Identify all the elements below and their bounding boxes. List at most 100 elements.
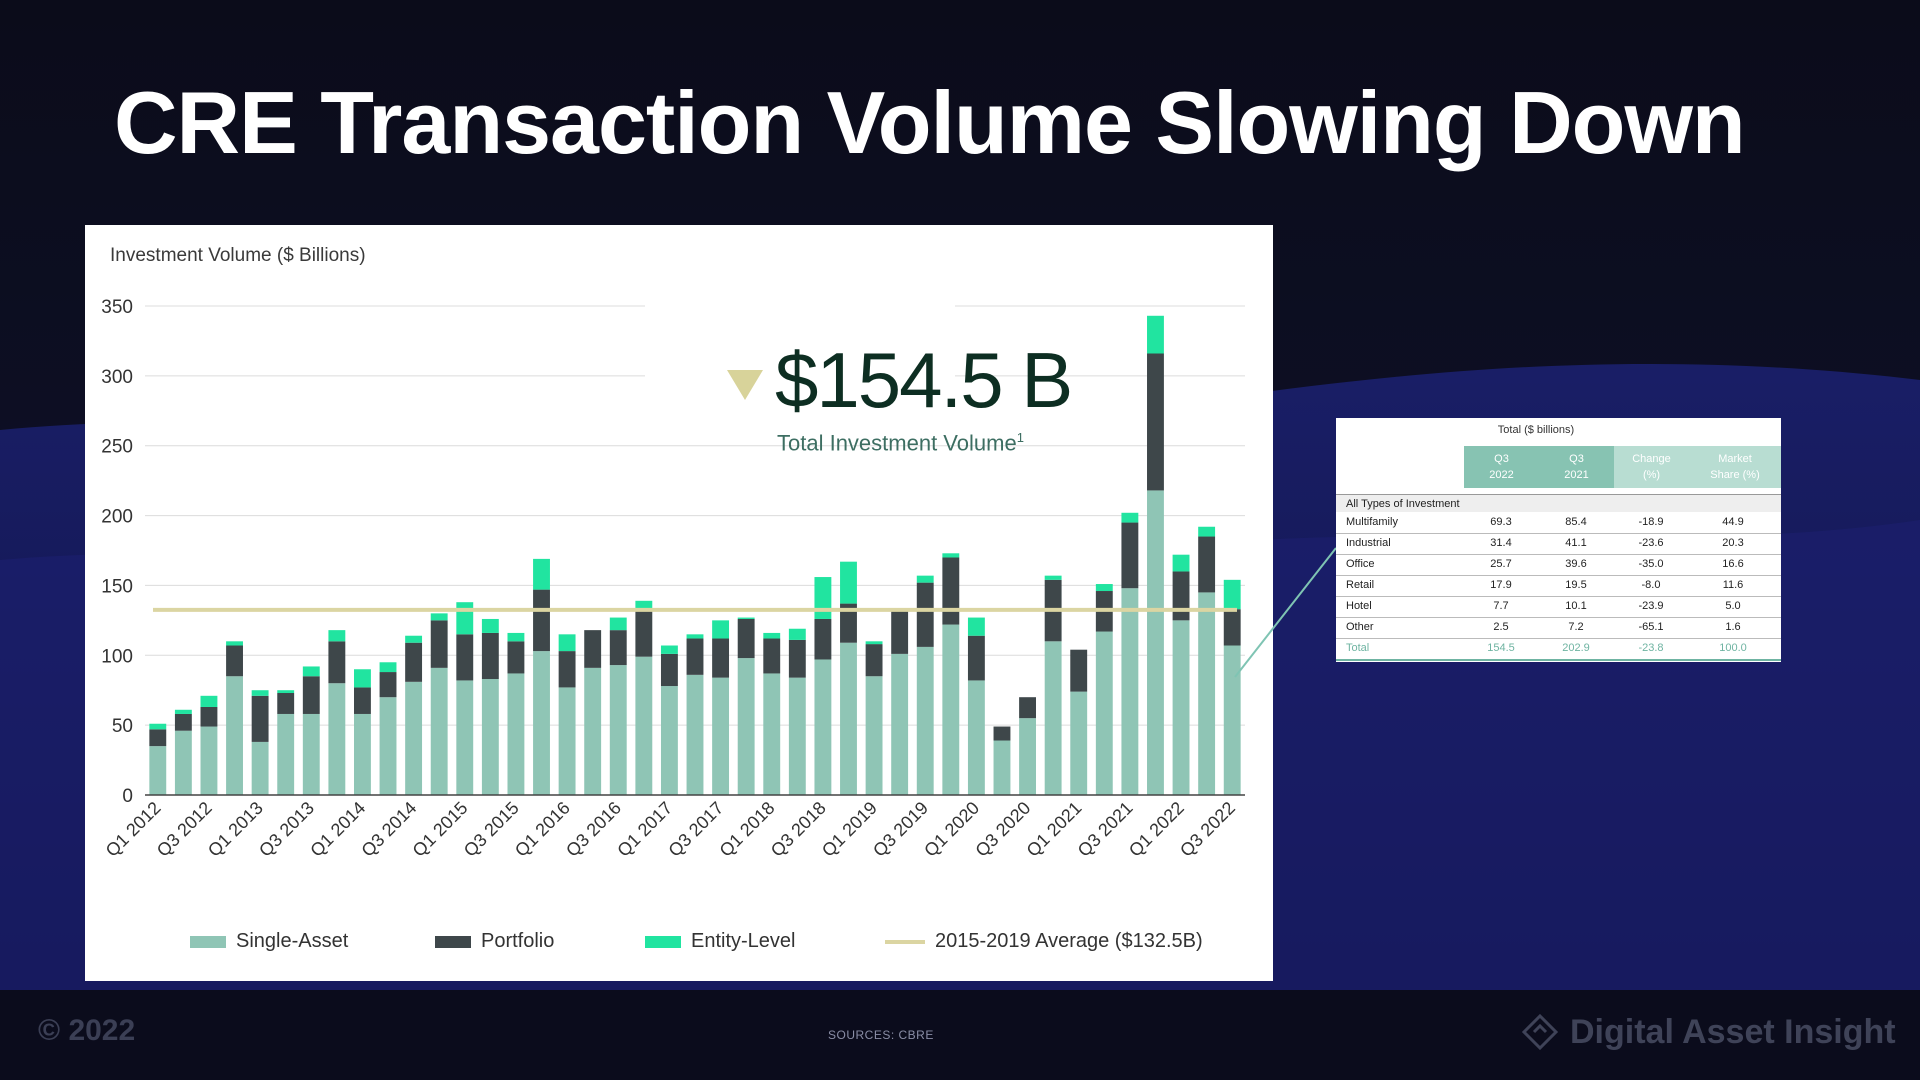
row-q3-2022: 2.5 — [1493, 621, 1509, 633]
bar-entity-level — [302, 666, 320, 677]
bar-portfolio — [942, 557, 960, 625]
row-change: -65.1 — [1638, 621, 1664, 633]
bar-single-asset — [967, 680, 985, 795]
legend-item-entity-level: Entity-Level — [645, 930, 796, 953]
bar-single-asset — [1172, 620, 1190, 795]
bar-entity-level — [763, 632, 781, 639]
bar-portfolio — [430, 620, 448, 668]
row-label: Retail — [1346, 579, 1375, 591]
x-tick-label: Q3 2015 — [460, 798, 523, 861]
x-tick-label: Q1 2012 — [102, 798, 165, 861]
bar-single-asset — [149, 746, 167, 795]
row-q3-2021: 10.1 — [1565, 600, 1587, 612]
bar-entity-level — [226, 641, 243, 646]
table-header-line: Q3 — [1569, 453, 1584, 465]
row-label: Total — [1346, 642, 1370, 654]
x-tick-label: Q3 2014 — [357, 798, 420, 861]
bar-portfolio — [660, 653, 678, 687]
bar-entity-level — [1044, 575, 1062, 580]
brand-name: Digital Asset Insight — [1570, 1012, 1896, 1051]
bar-single-asset — [251, 741, 269, 795]
bar-portfolio — [456, 634, 474, 681]
bar-entity-level — [405, 635, 423, 643]
brand-logo-icon — [1521, 1013, 1559, 1051]
row-q3-2021: 7.2 — [1568, 621, 1584, 633]
row-share: 100.0 — [1719, 642, 1747, 654]
bar-portfolio — [1147, 353, 1164, 491]
bar-portfolio — [763, 638, 781, 674]
table-row-total: Total 154.5 202.9 -23.8 100.0 — [1336, 638, 1781, 661]
bar-entity-level — [788, 628, 806, 640]
bar-entity-level — [1198, 526, 1216, 537]
bar-entity-level — [1172, 554, 1190, 572]
bar-portfolio — [865, 644, 883, 677]
bar-single-asset — [891, 653, 909, 795]
bar-single-asset — [609, 665, 627, 795]
legend-label-portfolio: Portfolio — [481, 930, 555, 952]
bar-single-asset — [993, 740, 1011, 795]
table-caption: Total ($ billions) — [1497, 424, 1575, 436]
x-tick-label: Q1 2013 — [204, 798, 267, 861]
row-change: -23.8 — [1638, 642, 1664, 654]
bar-portfolio — [686, 638, 704, 675]
x-tick-label: Q1 2020 — [920, 798, 983, 861]
callout-label-text: Total Investment Volume — [777, 430, 1017, 456]
y-tick-label: 50 — [112, 716, 133, 737]
bar-portfolio — [916, 582, 934, 647]
table-group-label: All Types of Investment — [1336, 494, 1781, 512]
legend-swatch-average — [885, 939, 925, 944]
bar-single-asset — [507, 673, 525, 795]
bar-portfolio — [174, 713, 192, 731]
bar-portfolio — [635, 609, 653, 657]
bar-entity-level — [558, 634, 576, 652]
x-tick-label: Q1 2022 — [1125, 798, 1188, 861]
bar-entity-level — [354, 669, 371, 688]
down-triangle-icon — [727, 370, 763, 400]
bar-portfolio — [1198, 536, 1216, 593]
row-label: Industrial — [1346, 537, 1391, 549]
bar-entity-level — [737, 617, 755, 619]
legend-swatch-single-asset — [190, 935, 226, 948]
row-label: Other — [1346, 621, 1374, 633]
row-q3-2021: 202.9 — [1562, 642, 1590, 654]
y-tick-label: 150 — [101, 576, 133, 597]
row-q3-2021: 85.4 — [1565, 516, 1587, 528]
bar-single-asset — [1198, 592, 1216, 795]
bar-single-asset — [174, 730, 192, 795]
x-tick-label: Q1 2014 — [306, 798, 369, 861]
bar-single-asset — [354, 713, 371, 795]
table-header-line: Q3 — [1494, 453, 1509, 465]
bar-entity-level — [916, 575, 934, 583]
bar-portfolio — [1223, 609, 1241, 646]
row-q3-2021: 39.6 — [1565, 558, 1587, 570]
bar-entity-level — [942, 553, 960, 558]
row-change: -23.9 — [1638, 600, 1664, 612]
bar-entity-level — [865, 641, 883, 645]
row-change: -18.9 — [1638, 516, 1664, 528]
table-row: Other 2.5 7.2 -65.1 1.6 — [1336, 617, 1781, 639]
y-tick-label: 100 — [101, 646, 133, 667]
x-tick-label: Q1 2016 — [511, 798, 574, 861]
bar-portfolio — [533, 589, 550, 652]
callout-footnote: 1 — [1016, 430, 1024, 445]
bar-single-asset — [942, 624, 960, 795]
x-tick-label: Q3 2013 — [255, 798, 318, 861]
x-tick-label: Q1 2018 — [716, 798, 779, 861]
table-header-market-share: Market Share (%) — [1689, 446, 1781, 488]
bar-single-asset — [405, 681, 423, 795]
x-tick-label: Q3 2020 — [971, 798, 1034, 861]
bar-single-asset — [1070, 691, 1088, 795]
bar-single-asset — [1121, 588, 1139, 795]
row-q3-2022: 17.9 — [1490, 579, 1512, 591]
x-tick-label: Q1 2017 — [613, 798, 676, 861]
bar-portfolio — [1172, 571, 1190, 621]
x-tick-label: Q3 2017 — [664, 798, 727, 861]
row-share: 16.6 — [1722, 558, 1744, 570]
bar-portfolio — [302, 676, 320, 714]
bar-portfolio — [737, 618, 755, 659]
row-change: -35.0 — [1638, 558, 1664, 570]
row-change: -8.0 — [1641, 579, 1661, 591]
bar-single-asset — [686, 674, 704, 795]
bar-portfolio — [354, 687, 371, 714]
row-q3-2022: 25.7 — [1490, 558, 1512, 570]
